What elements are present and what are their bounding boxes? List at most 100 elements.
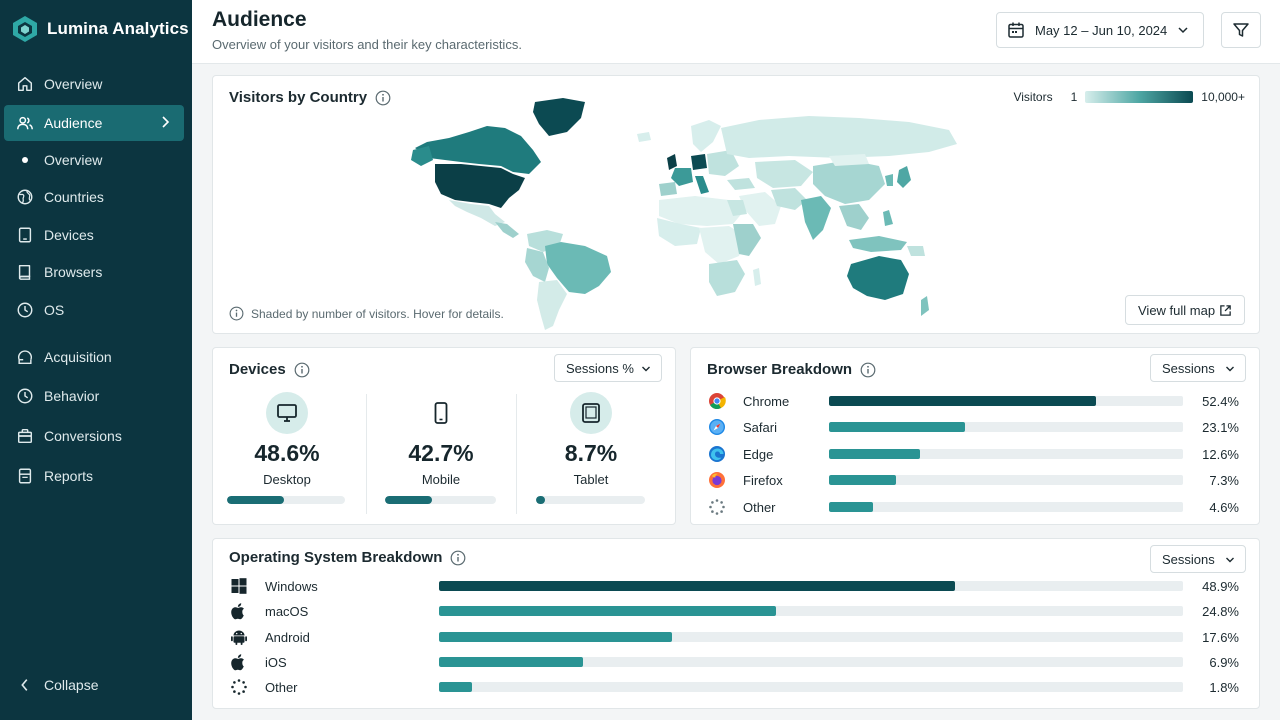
country-madagascar [753, 268, 761, 286]
other-icon [707, 497, 727, 517]
date-range-picker[interactable]: May 12 – Jun 10, 2024 [996, 12, 1204, 48]
brand[interactable]: Lumina Analytics [0, 0, 192, 58]
browser-row-safari[interactable]: Safari 23.1% [707, 416, 1243, 438]
os-row-macos[interactable]: macOS 24.8% [229, 600, 1243, 622]
country-germany [691, 154, 707, 170]
info-icon [229, 306, 244, 321]
country-greenland [533, 98, 585, 136]
device-label: Desktop [263, 472, 311, 487]
os-name: Other [265, 679, 298, 695]
tablet-icon [18, 227, 32, 243]
browser-bar-track [829, 449, 1183, 459]
info-icon[interactable] [294, 362, 310, 378]
chevron-down-icon [1178, 27, 1188, 34]
windows-icon [229, 576, 249, 596]
sidebar-item-reports[interactable]: Reports [4, 458, 184, 494]
filter-button[interactable] [1221, 12, 1261, 48]
browser-name: Chrome [743, 393, 790, 409]
sidebar-subitem-overview[interactable]: Overview [4, 142, 184, 178]
country-egypt [727, 200, 747, 216]
browser-pct: 52.4% [1202, 393, 1239, 409]
dot-icon [22, 157, 28, 163]
users-icon [17, 116, 33, 130]
brand-name: Lumina Analytics [47, 19, 189, 38]
os-bar-track [439, 682, 1183, 692]
os-pct: 17.6% [1202, 629, 1239, 645]
browser-bar-track [829, 502, 1183, 512]
sidebar-item-label: Behavior [44, 388, 100, 404]
os-pct: 6.9% [1209, 654, 1239, 670]
country-china [813, 160, 885, 204]
home-icon [17, 76, 33, 92]
sidebar-item-conversions[interactable]: Conversions [4, 418, 184, 454]
sidebar-item-label: Audience [44, 115, 103, 131]
sidebar-item-overview[interactable]: Overview [4, 66, 184, 102]
browser-metric-select[interactable]: Sessions [1150, 354, 1246, 382]
browser-row-firefox[interactable]: Firefox 7.3% [707, 469, 1243, 491]
other-icon [229, 677, 249, 697]
country-usa [435, 164, 525, 208]
sidebar-item-browsers[interactable]: Browsers [4, 254, 184, 290]
device-mobile: 42.7% Mobile [385, 392, 497, 512]
sidebar-item-audience[interactable]: Audience [4, 105, 184, 141]
sidebar-item-behavior[interactable]: Behavior [4, 378, 184, 414]
card-title: Operating System Breakdown [229, 549, 466, 566]
device-progress-track [536, 496, 645, 504]
devices-metric-select[interactable]: Sessions % [554, 354, 662, 382]
logo-hexagon-icon [13, 16, 37, 42]
browser-row-other[interactable]: Other 4.6% [707, 496, 1243, 518]
os-bar-fill [439, 606, 777, 616]
info-icon[interactable] [450, 550, 466, 566]
os-row-other[interactable]: Other 1.8% [229, 676, 1243, 698]
chrome-icon [707, 391, 727, 411]
info-icon[interactable] [860, 362, 876, 378]
browser-bar-fill [829, 475, 897, 485]
browser-row-chrome[interactable]: Chrome 52.4% [707, 390, 1243, 412]
report-icon [18, 468, 32, 484]
card-title-text: Browser Breakdown [707, 361, 853, 378]
browser-row-edge[interactable]: Edge 12.6% [707, 443, 1243, 465]
os-row-windows[interactable]: Windows 48.9% [229, 575, 1243, 597]
sidebar-item-label: Overview [44, 152, 103, 168]
sidebar-item-devices[interactable]: Devices [4, 217, 184, 253]
collapse-button[interactable]: Collapse [4, 667, 184, 703]
browser-bar-fill [829, 502, 873, 512]
os-row-android[interactable]: Android 17.6% [229, 626, 1243, 648]
chevron-left-icon [21, 679, 28, 691]
browser-pct: 23.1% [1202, 419, 1239, 435]
view-full-map-button[interactable]: View full map [1125, 295, 1245, 325]
sidebar-item-countries[interactable]: Countries [4, 179, 184, 215]
country-australia [847, 256, 909, 300]
info-icon[interactable] [375, 90, 391, 106]
browser-name: Edge [743, 446, 774, 462]
device-value: 42.7% [408, 440, 474, 466]
sidebar-item-label: Acquisition [44, 349, 112, 365]
browser-pct: 12.6% [1202, 446, 1239, 462]
legend-gradient-bar [1085, 91, 1194, 103]
country-peru-bolivia [525, 248, 549, 282]
browser-bar-track [829, 422, 1183, 432]
browser-pct: 4.6% [1209, 499, 1239, 515]
card-title-text: Visitors by Country [229, 89, 368, 106]
collapse-label: Collapse [44, 677, 99, 693]
browser-bar-fill [829, 422, 966, 432]
visitors-by-country-card: Visitors by Country Visitors 1 10,000+ [212, 75, 1260, 334]
os-name: Windows [265, 578, 318, 594]
sidebar-item-os[interactable]: OS [4, 292, 184, 328]
browser-name: Safari [743, 419, 777, 435]
browser-bar-fill [829, 396, 1096, 406]
page-title: Audience [212, 8, 307, 31]
sidebar-item-acquisition[interactable]: Acquisition [4, 339, 184, 375]
os-metric-select[interactable]: Sessions [1150, 545, 1246, 573]
card-title-text: Devices [229, 361, 286, 378]
country-papua [907, 246, 925, 256]
devices-card: Devices Sessions % 48.6% Desktop 42.7% M… [212, 347, 676, 525]
device-progress-track [385, 496, 496, 504]
world-choropleth-map[interactable] [409, 96, 973, 332]
os-pct: 48.9% [1202, 578, 1239, 594]
apple-icon [229, 652, 249, 672]
southeast-asia [839, 204, 869, 230]
country-uk [667, 154, 677, 170]
page-subtitle: Overview of your visitors and their key … [212, 37, 522, 52]
os-row-ios[interactable]: iOS 6.9% [229, 651, 1243, 673]
